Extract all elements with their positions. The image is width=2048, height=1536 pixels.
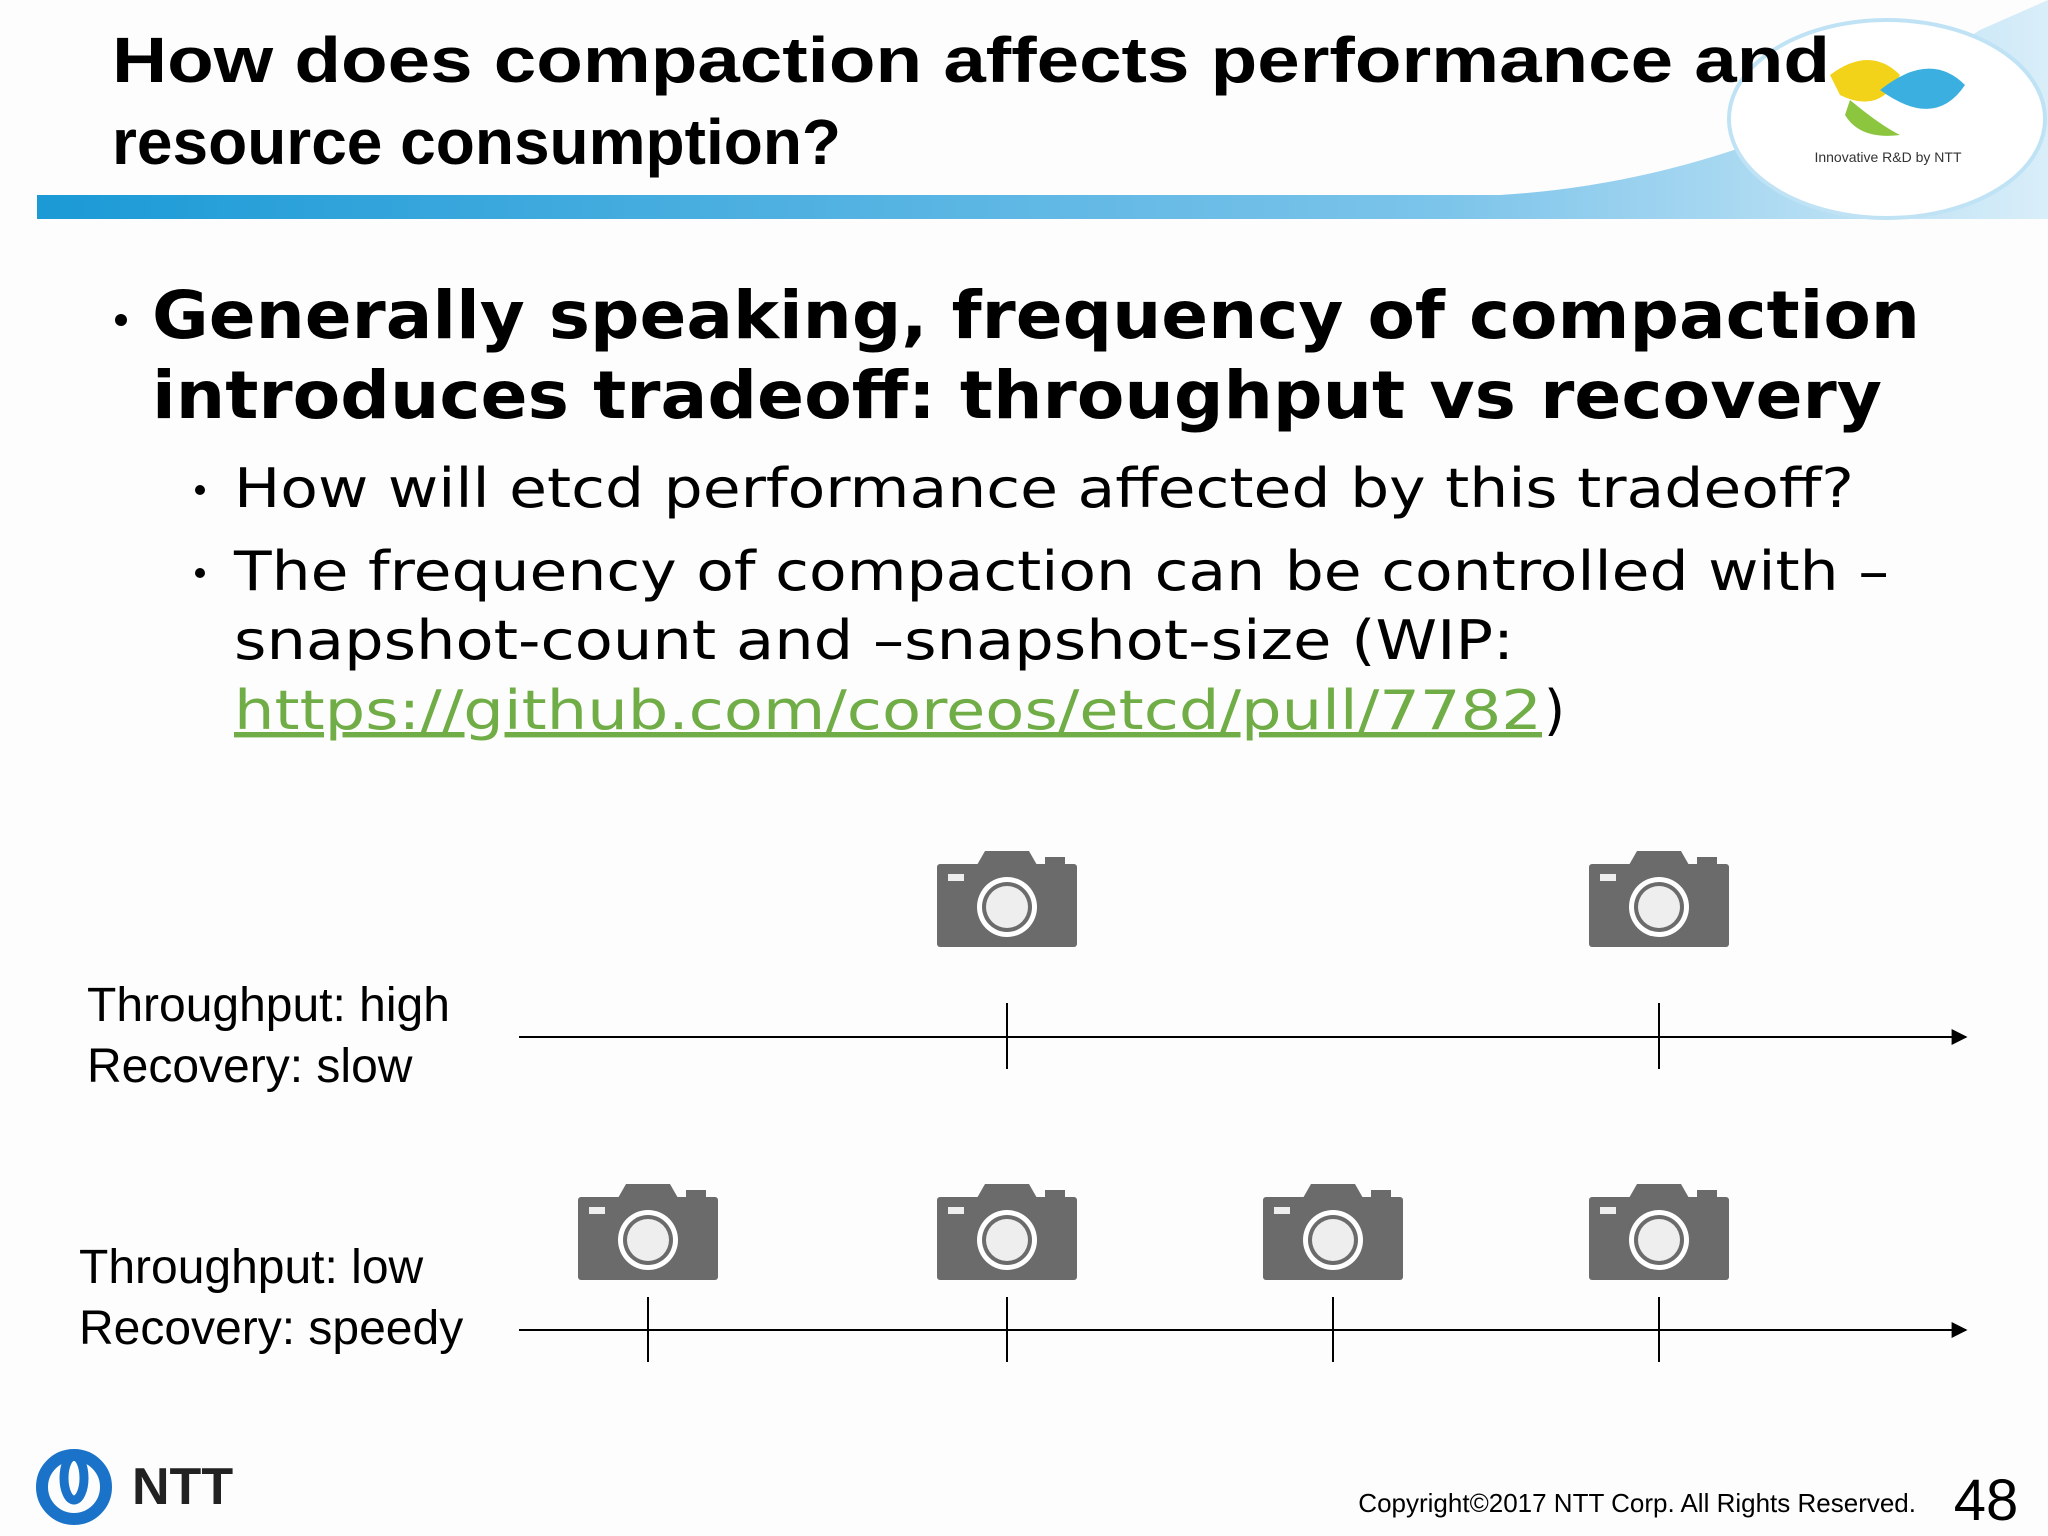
logo-ellipse: [1727, 18, 2047, 220]
bullet-text: introduces tradeoff: throughput vs recov…: [152, 357, 1882, 434]
row-label: Throughput: high: [87, 979, 450, 1032]
timeline-ticks: [1006, 1003, 1660, 1069]
bullet-dot: [115, 314, 127, 326]
sub-bullet-text: How will etcd performance affected by th…: [234, 457, 1854, 520]
logo-mark: [1880, 68, 1965, 109]
row-label: Recovery: speedy: [79, 1302, 463, 1355]
link[interactable]: https://github.com/coreos/etcd/pull/7782: [234, 679, 1542, 742]
camera-icon: [1589, 1184, 1729, 1280]
title: How does compaction affects performance …: [112, 24, 1830, 96]
sub-bullet-text: ): [1544, 679, 1565, 742]
row-label: Recovery: slow: [87, 1040, 413, 1093]
camera-icon: [578, 1184, 718, 1280]
bullet-dot: [195, 485, 205, 495]
logo-mark: [1845, 100, 1900, 136]
copyright: Copyright©2017 NTT Corp. All Rights Rese…: [1358, 1488, 1916, 1518]
camera-icon: [1589, 851, 1729, 947]
camera-icon: [1263, 1184, 1403, 1280]
camera-icon: [937, 851, 1077, 947]
bullet-dot: [195, 568, 205, 578]
camera-icon: [937, 1184, 1077, 1280]
sub-bullet-text: snapshot-count and –snapshot-size (WIP:: [234, 609, 1514, 672]
ntt-logo-text: NTT: [132, 1458, 233, 1516]
logo-caption: Innovative R&D by NTT: [1814, 149, 1961, 165]
bullet-text: Generally speaking, frequency of compact…: [152, 277, 1920, 354]
title: resource consumption?: [112, 106, 841, 178]
ntt-logo-mark: [59, 1451, 89, 1505]
sub-bullet-text: The frequency of compaction can be contr…: [233, 540, 1889, 603]
row-label: Throughput: low: [79, 1241, 424, 1294]
page-number: 48: [1954, 1468, 2019, 1533]
timeline-ticks: [647, 1297, 1660, 1362]
